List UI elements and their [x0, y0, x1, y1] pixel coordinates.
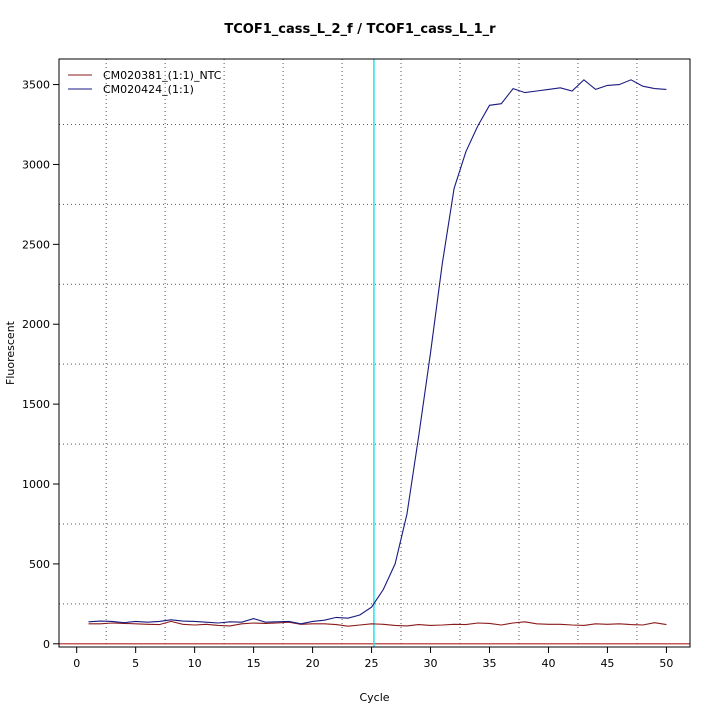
chart-marks [59, 59, 690, 647]
x-tick-label: 50 [659, 657, 673, 670]
x-tick-label: 40 [541, 657, 555, 670]
x-tick-label: 25 [365, 657, 379, 670]
y-tick-label: 2500 [22, 238, 50, 251]
y-tick-label: 2000 [22, 318, 50, 331]
x-tick-label: 45 [600, 657, 614, 670]
x-tick-label: 10 [188, 657, 202, 670]
x-axis-title: Cycle [359, 691, 389, 704]
y-tick-label: 1000 [22, 478, 50, 491]
y-tick-label: 3000 [22, 158, 50, 171]
x-tick-label: 0 [73, 657, 80, 670]
legend-label: CM020381_(1:1)_NTC [103, 69, 222, 82]
legend-label: CM020424_(1:1) [103, 83, 194, 96]
y-tick-label: 3500 [22, 79, 50, 92]
series-line-1 [88, 620, 667, 627]
x-tick-label: 30 [424, 657, 438, 670]
y-tick-label: 500 [29, 558, 50, 571]
x-tick-label: 5 [132, 657, 139, 670]
x-tick-label: 35 [482, 657, 496, 670]
chart-title: TCOF1_cass_L_2_f / TCOF1_cass_L_1_r [224, 22, 496, 37]
y-axis-title: Fluorescent [4, 320, 17, 385]
y-tick-label: 0 [43, 638, 50, 651]
x-tick-label: 20 [306, 657, 320, 670]
x-tick-label: 15 [247, 657, 261, 670]
series-line-2 [88, 79, 667, 625]
axes: 0 5 10 15 20 25 30 35 40 45 5005001000150020002500… [22, 79, 673, 670]
plot-frame [58, 58, 691, 648]
y-tick-label: 1500 [22, 398, 50, 411]
